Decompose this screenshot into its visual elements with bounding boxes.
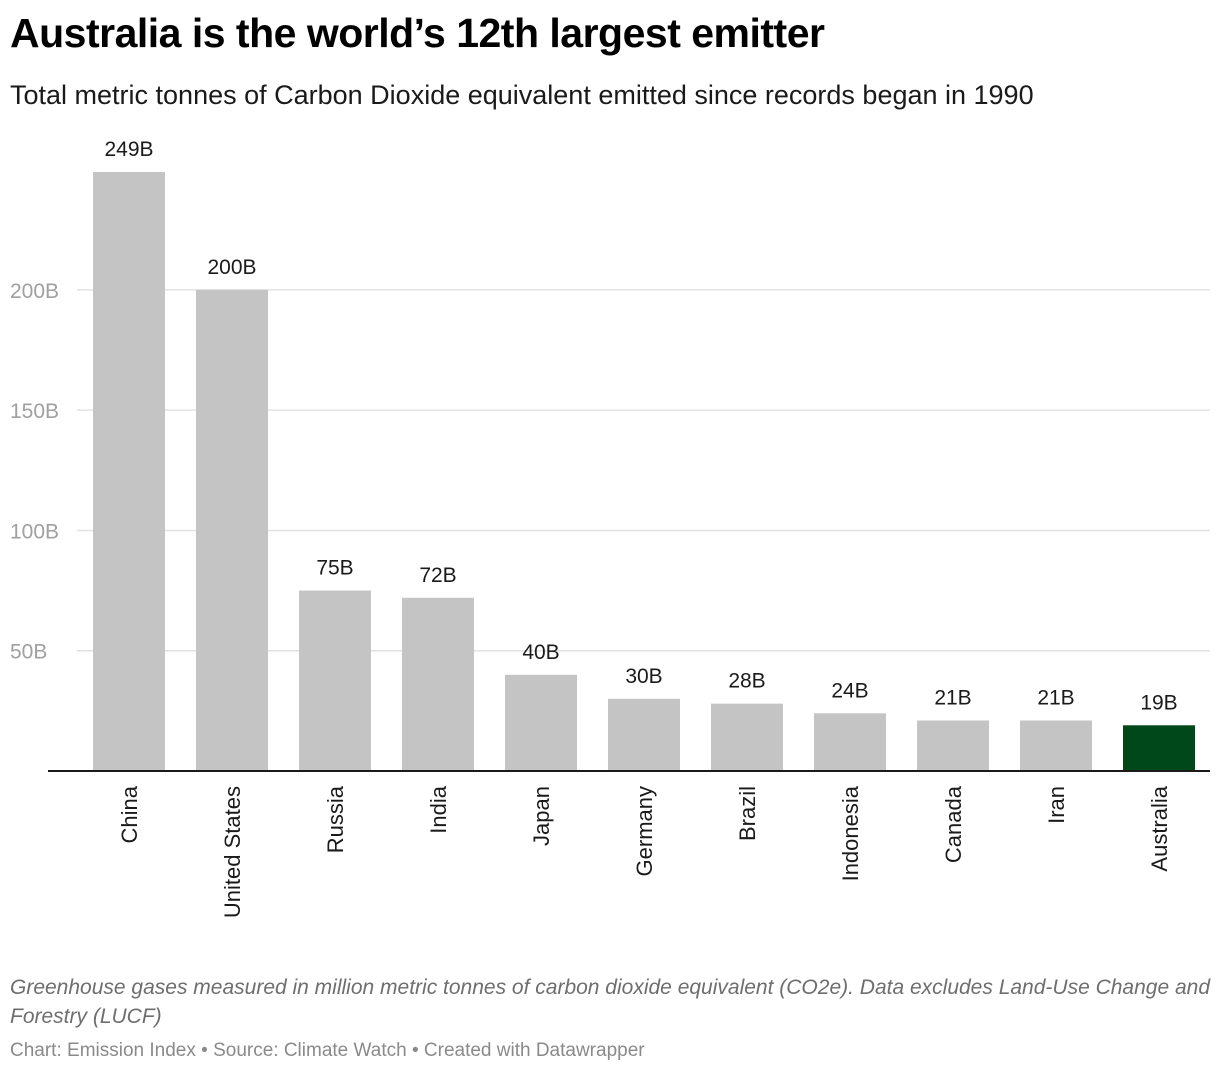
x-tick-label: Indonesia [838, 785, 863, 881]
chart-byline: Chart: Emission Index • Source: Climate … [10, 1040, 645, 1062]
bar-iran [1020, 720, 1092, 771]
x-tick-label: Brazil [735, 786, 760, 841]
y-tick-label: 150B [10, 400, 59, 423]
bar-russia [299, 590, 371, 771]
x-tick-label: India [426, 785, 451, 833]
chart-subtitle: Total metric tonnes of Carbon Dioxide eq… [10, 80, 1034, 110]
data-label: 72B [419, 564, 456, 587]
bar-japan [505, 674, 577, 771]
bar-china [93, 172, 165, 771]
data-label: 28B [728, 670, 765, 693]
data-label: 19B [1140, 691, 1177, 714]
bars [93, 172, 1195, 771]
data-label: 30B [625, 665, 662, 688]
x-tick-label: China [117, 785, 142, 843]
bar-brazil [711, 703, 783, 771]
y-tick-label: 50B [10, 641, 47, 664]
data-labels: 249B 200B 75B 72B 40B 30B 28B 24B 21B 21B 19B [104, 138, 1177, 714]
chart-title: Australia is the world’s 12th largest em… [10, 10, 825, 56]
data-label: 24B [831, 679, 868, 702]
y-tick-label: 100B [10, 520, 59, 543]
chart-notes: Greenhouse gases measured in million met… [10, 976, 1211, 1028]
x-tick-label: Iran [1044, 786, 1069, 824]
x-axis-ticks: China United States Russia India Japan German… [117, 785, 1172, 918]
x-tick-label: United States [220, 786, 245, 918]
data-label: 249B [104, 138, 153, 161]
data-label: 200B [207, 256, 256, 279]
byline-separator: • [411, 1040, 419, 1061]
data-label: 21B [1037, 686, 1074, 709]
x-tick-label: Australia [1147, 785, 1172, 871]
data-label: 21B [934, 686, 971, 709]
x-tick-label: Germany [632, 786, 657, 876]
source-credit: Source: Climate Watch [213, 1040, 407, 1061]
bar-australia [1123, 725, 1195, 771]
bar-united-states [196, 289, 268, 771]
y-axis-ticks: 50B 100B 150B 200B [10, 280, 59, 664]
data-label: 75B [316, 557, 353, 580]
bar-canada [917, 720, 989, 771]
x-tick-label: Canada [941, 785, 966, 863]
bar-germany [608, 698, 680, 771]
bar-india [402, 597, 474, 771]
bar-indonesia [814, 713, 886, 771]
byline-separator: • [201, 1040, 208, 1061]
x-tick-label: Japan [529, 786, 554, 846]
data-label: 40B [522, 641, 559, 664]
datawrapper-credit: Created with Datawrapper [423, 1040, 645, 1061]
y-tick-label: 200B [10, 280, 59, 303]
x-tick-label: Russia [323, 785, 348, 853]
chart-credit: Chart: Emission Index [10, 1040, 196, 1061]
